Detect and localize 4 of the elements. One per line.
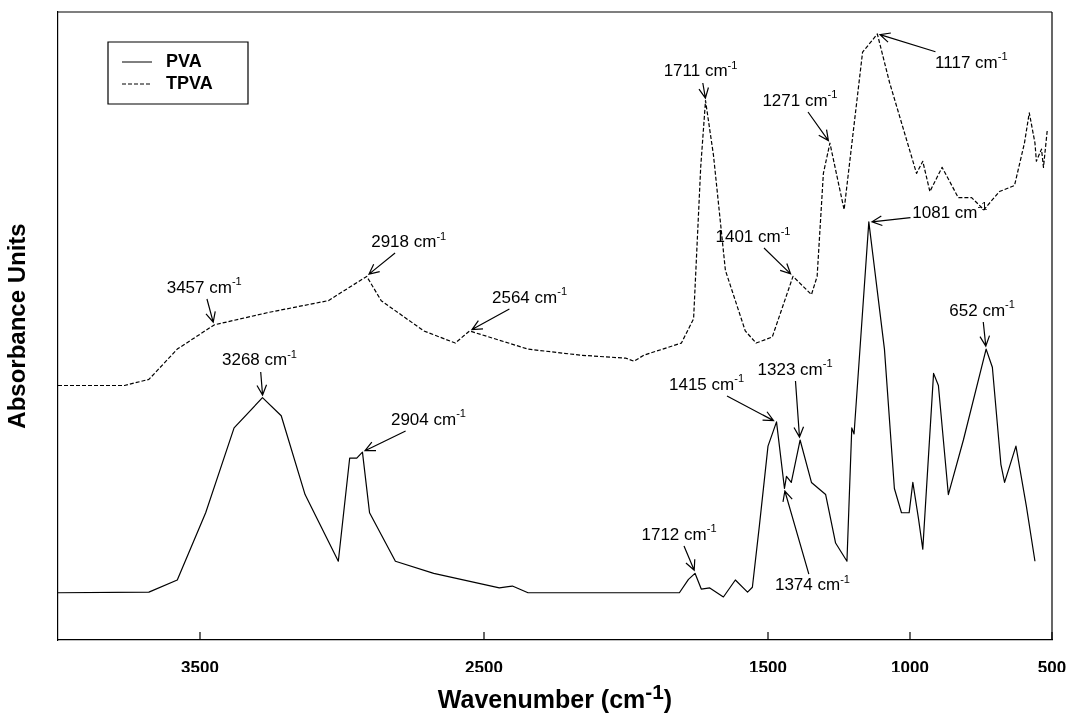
legend-label: PVA bbox=[166, 50, 202, 71]
legend-label: TPVA bbox=[166, 72, 213, 93]
x-axis-title: Wavenumber (cm$^{-1}$) bbox=[436, 680, 674, 715]
y-axis-title: Absorbance Units bbox=[3, 223, 31, 429]
